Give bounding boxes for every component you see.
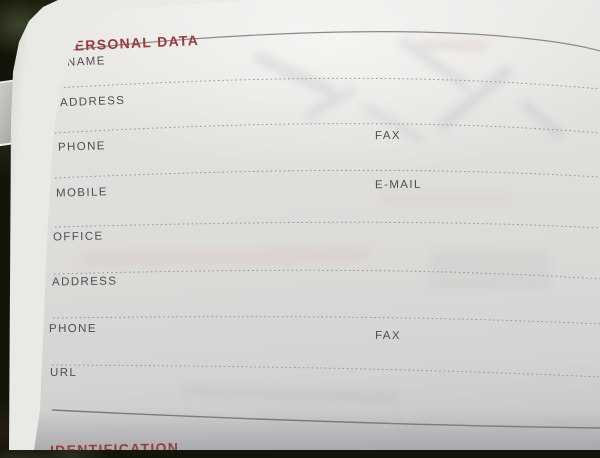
dotted-write-line: [54, 221, 600, 229]
section-header-rule: [63, 31, 600, 52]
next-section-title-clipped: IDENTIFICATION: [49, 439, 180, 458]
field-label-mobile: MOBILE: [55, 186, 109, 200]
field-label-url: URL: [49, 366, 78, 380]
field-label-email: E-MAIL: [374, 178, 422, 192]
dotted-write-line: [51, 364, 600, 378]
field-label-address-1: ADDRESS: [59, 94, 126, 110]
field-label-phone-2: PHONE: [48, 322, 97, 336]
field-label-phone-1: PHONE: [57, 140, 107, 154]
field-label-fax-2: FAX: [374, 329, 402, 343]
showthrough-ghost: [418, 40, 488, 50]
dotted-write-line: [52, 316, 600, 325]
dotted-write-line: [54, 169, 600, 179]
dotted-write-line: [54, 77, 600, 90]
section-divider-rule: [51, 409, 600, 429]
field-label-name: NAME: [66, 55, 107, 69]
showthrough-ghost: [380, 192, 510, 204]
dotted-write-line: [53, 269, 600, 280]
field-label-office: OFFICE: [52, 230, 104, 244]
field-label-address-2: ADDRESS: [51, 275, 118, 289]
showthrough-ghost: [430, 250, 550, 290]
dotted-write-line: [54, 123, 600, 134]
field-label-fax-1: FAX: [374, 129, 401, 143]
